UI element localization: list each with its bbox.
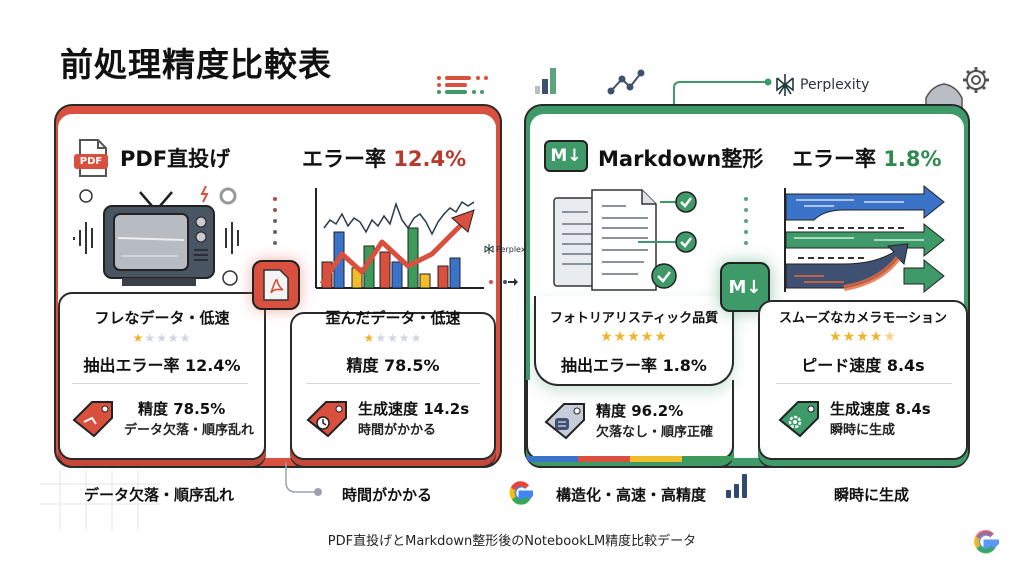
perplexity-label: Perplexity — [800, 77, 870, 93]
perplexity-small-label: Perplexity — [496, 244, 536, 254]
acrobat-file-icon — [263, 269, 289, 301]
arrow-right-icon — [489, 278, 518, 286]
google-g-icon — [974, 529, 999, 554]
perplexity-small-brand: Perplexity — [484, 244, 536, 254]
google-color-strip — [526, 456, 734, 462]
bar-chart-icon — [726, 474, 747, 498]
error-rate-label: エラー率 — [302, 147, 386, 171]
tag-main: 生成速度 14.2s — [358, 400, 470, 418]
md-left-tag: 精度 96.2% 欠落なし・順序正確 — [542, 400, 713, 440]
md-right-card — [758, 300, 968, 460]
tag-sub: 欠落なし・順序正確 — [596, 425, 714, 440]
pdf-left-rating: ★★★★★ — [132, 331, 192, 345]
md-right-metric: ピード速度 8.4s — [801, 356, 925, 375]
pdf-right-rating: ★★★★★ — [363, 331, 423, 345]
pdf-panel-title: PDF直投げ — [120, 147, 231, 171]
md-left-rating: ★★★★★ — [600, 329, 668, 345]
dots-connector — [272, 196, 278, 248]
pdf-connector-button — [252, 260, 300, 310]
price-tag-clock-icon — [306, 401, 347, 438]
perplexity-logo-icon — [776, 74, 794, 96]
connector-line — [285, 462, 322, 496]
tag-main: 生成速度 8.4s — [830, 400, 931, 418]
markdown-connector-button: M↓ — [720, 262, 770, 312]
pdf-left-metric: 抽出エラー率 12.4% — [83, 356, 241, 375]
tag-sub: データ欠落・順序乱れ — [124, 423, 255, 438]
price-tag-splash-icon — [72, 401, 113, 438]
pdf-right-subtitle: 歪んだデータ・低速 — [325, 309, 461, 327]
bottom-label-4: 瞬時に生成 — [834, 486, 910, 504]
bottom-label-2: 時間がかかる — [342, 486, 433, 504]
error-rate-value: 1.8% — [883, 147, 942, 171]
markdown-badge: M↓ — [544, 140, 588, 172]
pdf-right-tag: 生成速度 14.2s 時間がかかる — [304, 398, 469, 438]
perplexity-brand: Perplexity — [774, 72, 869, 98]
md-left-metric: 抽出エラー率 1.8% — [561, 356, 707, 375]
gear-icon — [925, 67, 989, 110]
pdf-right-card — [290, 312, 496, 460]
line-chart-icon — [607, 69, 645, 95]
page-title: 前処理精度比較表 — [60, 45, 332, 84]
noisy-tv-icon — [73, 185, 239, 286]
bar-chart-icon — [535, 68, 556, 94]
smooth-arrows-icon — [784, 184, 945, 294]
pdf-left-subtitle: フレなデータ・低速 — [94, 309, 230, 327]
error-rate-label: エラー率 — [792, 147, 876, 171]
caption: PDF直投げとMarkdown整形後のNotebookLM精度比較データ — [327, 534, 697, 549]
google-g-icon — [509, 481, 534, 505]
pdf-left-tag: 精度 78.5% データ欠落・順序乱れ — [70, 398, 254, 438]
markdown-panel-title: Markdown整形 — [598, 147, 764, 171]
divider — [306, 383, 480, 384]
dots-connector — [743, 196, 749, 248]
noisy-chart-icon — [315, 188, 484, 289]
md-right-tag: 生成速度 8.4s 瞬時に生成 — [776, 398, 931, 438]
price-tag-database-icon — [544, 403, 585, 440]
md-error-rate: エラー率 1.8% — [792, 143, 942, 173]
pdf-file-icon: PDF — [74, 138, 110, 178]
checked-document-icon — [553, 189, 697, 291]
bottom-label-3: 構造化・高速・高精度 — [556, 486, 707, 504]
divider — [776, 383, 952, 384]
tag-sub: 瞬時に生成 — [830, 423, 896, 438]
perplexity-logo-icon — [484, 244, 494, 254]
md-left-subtitle: フォトリアリスティック品質 — [549, 311, 719, 326]
list-lines-icon — [437, 76, 488, 94]
md-left-card-top — [534, 296, 734, 386]
tag-main: 精度 78.5% — [138, 400, 226, 418]
tag-main: 精度 96.2% — [596, 402, 684, 420]
price-tag-gear-icon — [778, 401, 819, 438]
divider — [72, 383, 248, 384]
pdf-badge: PDF — [74, 154, 108, 169]
bottom-label-1: データ欠落・順序乱れ — [84, 486, 235, 504]
md-right-subtitle: スムーズなカメラモーション — [778, 311, 948, 326]
pdf-right-metric: 精度 78.5% — [346, 356, 440, 375]
pdf-error-rate: エラー率 12.4% — [302, 143, 466, 173]
md-right-rating: ★★★★★ — [829, 329, 897, 345]
error-rate-value: 12.4% — [393, 147, 467, 171]
grid-lines-decoration — [40, 470, 160, 530]
tag-sub: 時間がかかる — [358, 423, 437, 438]
